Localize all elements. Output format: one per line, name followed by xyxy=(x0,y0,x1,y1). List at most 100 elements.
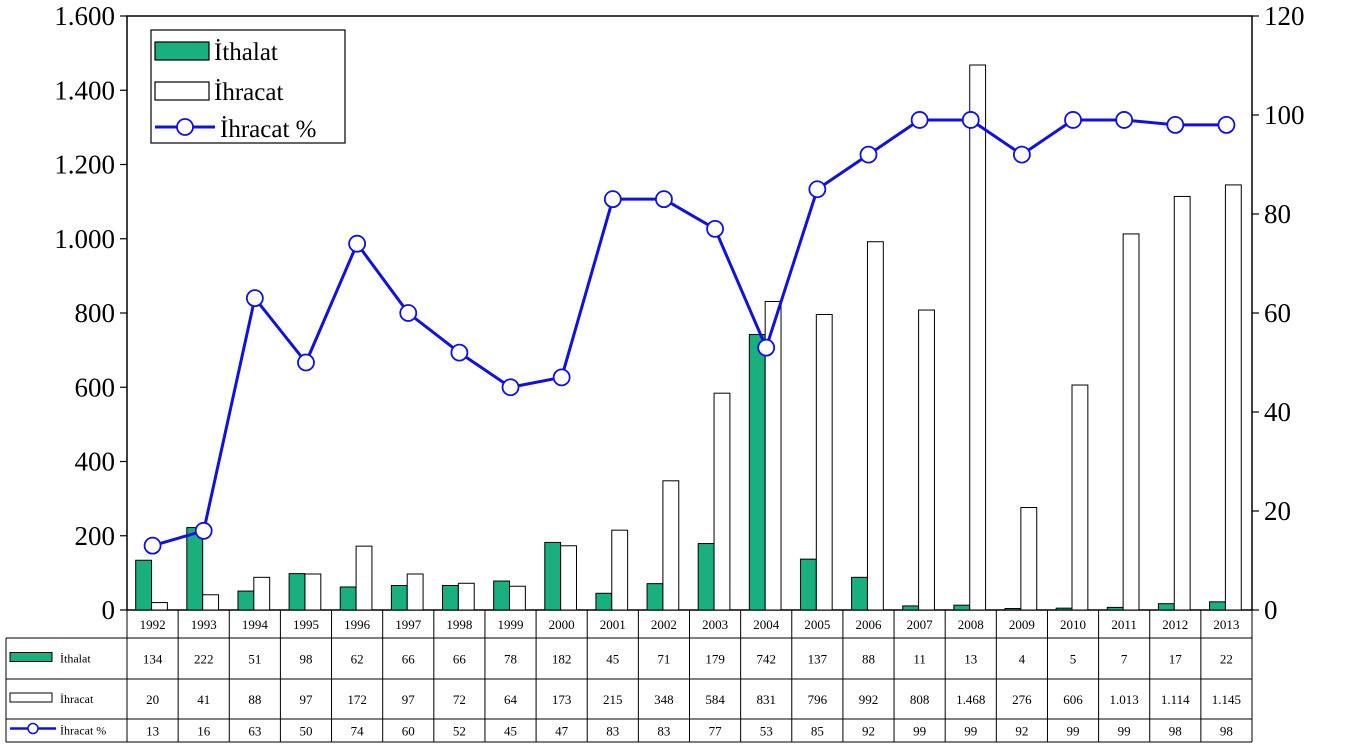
row-label: İthalat xyxy=(60,652,91,666)
legend-label-ihracat-pct: İhracat % xyxy=(220,116,316,143)
bar-ihracat xyxy=(611,529,629,611)
data-table: 1992 1993 1994 1995 1996 1997 1998 1999 2000 2001… xyxy=(5,610,1253,743)
legend: İthalat İhracat İhracat % xyxy=(150,29,346,144)
table-cell: 53 xyxy=(760,724,773,739)
left-tick-label: 0 xyxy=(102,595,116,625)
line-series xyxy=(143,111,1236,555)
table-cell: 11 xyxy=(913,652,926,667)
year-label: 2007 xyxy=(907,617,934,632)
table-cell: 77 xyxy=(709,724,723,739)
legend-marker-ihracat-pct xyxy=(176,118,194,136)
table-cell: 606 xyxy=(1063,692,1083,707)
right-axis: 0 20 40 60 80 100 120 xyxy=(1252,1,1305,625)
bar-ihracat xyxy=(1224,184,1242,611)
table-cell: 348 xyxy=(654,692,674,707)
bar-ithalat xyxy=(493,580,511,611)
table-cell: 92 xyxy=(1015,724,1028,739)
table-cell: 98 xyxy=(1169,724,1182,739)
bar-ihracat xyxy=(509,585,526,611)
legend-label-ihracat: İhracat xyxy=(214,79,283,106)
table-cell: 172 xyxy=(347,692,367,707)
legend-swatch-ithalat xyxy=(154,41,210,61)
table-cell: 99 xyxy=(1067,724,1080,739)
table-cell: 99 xyxy=(1118,724,1131,739)
table-cell: 13 xyxy=(964,652,977,667)
bar-ithalat xyxy=(390,584,408,611)
ihracat-pct-point xyxy=(143,536,162,555)
year-label: 2010 xyxy=(1060,617,1086,632)
bar-ithalat xyxy=(1209,601,1226,611)
table-cell: 98 xyxy=(299,652,312,667)
bar-ithalat xyxy=(442,584,459,611)
bar-ihracat xyxy=(253,576,271,611)
table-cell: 63 xyxy=(248,724,261,739)
row-label: İhracat xyxy=(60,692,94,706)
row-swatch xyxy=(9,652,53,662)
bar-ihracat xyxy=(457,582,475,611)
table-cell: 13 xyxy=(146,724,159,739)
bar-ihracat xyxy=(1071,384,1089,611)
bar-ihracat xyxy=(918,309,935,611)
table-cell: 51 xyxy=(248,652,261,667)
table-cell: 52 xyxy=(453,724,466,739)
bar-ihracat xyxy=(764,300,782,611)
table-cell: 584 xyxy=(705,692,725,707)
table-cell: 173 xyxy=(552,692,572,707)
bar-ihracat xyxy=(815,313,833,611)
table-cell: 66 xyxy=(402,652,416,667)
bar-ihracat xyxy=(151,602,168,611)
bar-ihracat xyxy=(662,480,680,611)
bar-ihracat xyxy=(1020,507,1038,611)
table-cell: 97 xyxy=(299,692,313,707)
table-cell: 4 xyxy=(1019,652,1026,667)
right-tick-label: 40 xyxy=(1264,397,1291,427)
year-label: 1992 xyxy=(140,617,166,632)
right-tick-label: 120 xyxy=(1264,1,1305,31)
right-tick-label: 100 xyxy=(1264,100,1305,130)
table-cell: 98 xyxy=(1220,724,1233,739)
ihracat-pct-point xyxy=(297,353,315,372)
year-label: 2005 xyxy=(804,617,830,632)
table-cell: 45 xyxy=(606,652,619,667)
table-cell: 74 xyxy=(351,724,365,739)
table-cell: 41 xyxy=(197,692,210,707)
ihracat-pct-point xyxy=(194,521,213,540)
bar-ithalat xyxy=(851,576,868,611)
bar-ithalat xyxy=(1157,603,1175,611)
ihracat-pct-point xyxy=(757,338,776,357)
year-label: 1996 xyxy=(344,617,371,632)
left-tick-label: 200 xyxy=(75,521,116,551)
table-cell: 47 xyxy=(555,724,569,739)
table-cell: 742 xyxy=(756,652,776,667)
table-cell: 88 xyxy=(248,692,261,707)
ihracat-pct-point xyxy=(552,368,571,387)
right-tick-label: 80 xyxy=(1264,199,1291,229)
year-label: 2011 xyxy=(1111,617,1137,632)
bars-group xyxy=(135,64,1242,611)
table-cell: 85 xyxy=(811,724,824,739)
bar-ithalat xyxy=(135,559,153,611)
year-label: 1998 xyxy=(446,617,472,632)
bar-ihracat xyxy=(713,392,731,611)
bar-ithalat xyxy=(748,334,766,611)
bar-ithalat xyxy=(544,541,562,611)
year-label: 1997 xyxy=(395,617,422,632)
table-cell: 1.114 xyxy=(1161,692,1190,707)
table-cell: 62 xyxy=(351,652,364,667)
table-cell: 22 xyxy=(1220,652,1233,667)
left-tick-label: 400 xyxy=(75,447,116,477)
table-cell: 182 xyxy=(552,652,572,667)
bar-ihracat xyxy=(560,545,577,611)
table-cell: 71 xyxy=(657,652,670,667)
year-label: 2001 xyxy=(600,617,626,632)
table-cell: 1.145 xyxy=(1212,692,1241,707)
table-cell: 1.468 xyxy=(956,692,985,707)
table-cell: 97 xyxy=(402,692,416,707)
left-tick-label: 1.200 xyxy=(54,150,115,180)
table-cell: 66 xyxy=(453,652,467,667)
table-cell: 83 xyxy=(606,724,619,739)
table-cell: 88 xyxy=(862,652,875,667)
row-swatch-marker xyxy=(27,722,39,735)
ihracat-pct-point xyxy=(245,289,264,308)
ihracat-pct-point xyxy=(706,219,724,238)
